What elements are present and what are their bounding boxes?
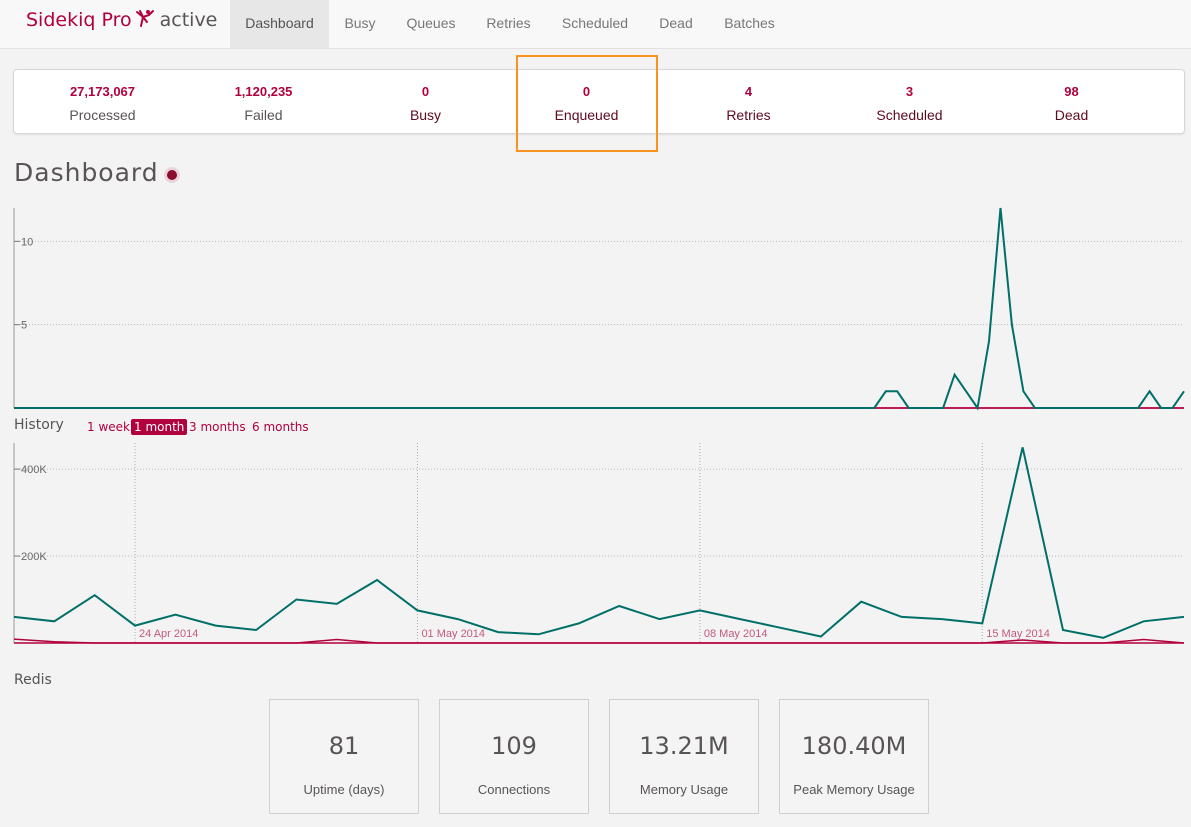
range-6-months[interactable]: 6 months — [252, 420, 309, 434]
history-chart: 400K 200K 24 Apr 2014 01 May 2014 08 May 201… — [13, 443, 1185, 644]
ninja-logo-icon — [135, 10, 154, 27]
stat-count: 3 — [905, 84, 914, 99]
redis-label: Connections — [477, 782, 551, 797]
tab-busy[interactable]: Busy — [344, 15, 376, 31]
navbar: Sidekiq Pro active Dashboard Busy Queues… — [0, 0, 1191, 49]
y-tick-label: 400K — [21, 464, 47, 476]
series-line-processed — [13, 447, 1185, 639]
redis-uptime: 81 Uptime (days) — [269, 699, 419, 814]
y-tick-label: 5 — [21, 320, 27, 332]
tab-dead[interactable]: Dead — [659, 15, 693, 31]
brand-name: Sidekiq Pro — [26, 9, 132, 31]
stat-label: Scheduled — [876, 107, 943, 123]
stat-dead[interactable]: 98 Dead — [991, 70, 1152, 133]
tab-dashboard[interactable]: Dashboard — [230, 0, 329, 48]
page-title: Dashboard — [14, 158, 159, 187]
redis-label: Memory Usage — [639, 782, 729, 797]
live-beacon-icon — [167, 170, 177, 180]
stat-count: 1,120,235 — [234, 84, 293, 99]
redis-label: Peak Memory Usage — [793, 782, 915, 797]
y-tick-label: 200K — [21, 551, 47, 563]
range-3-months[interactable]: 3 months — [189, 420, 246, 434]
stat-count: 98 — [1064, 84, 1079, 99]
series-line-failed — [13, 638, 1185, 644]
stat-label: Dead — [1054, 107, 1089, 123]
series-line-processed — [14, 207, 1185, 411]
redis-value: 109 — [491, 732, 537, 760]
brand-status: active — [159, 9, 218, 31]
y-tick-label: 10 — [21, 236, 33, 248]
redis-heading: Redis — [14, 672, 52, 688]
stat-label: Enqueued — [554, 107, 619, 123]
stat-scheduled[interactable]: 3 Scheduled — [829, 70, 990, 133]
redis-value: 81 — [328, 732, 360, 760]
x-tick-label: 24 Apr 2014 — [139, 628, 198, 640]
stat-failed[interactable]: 1,120,235 Failed — [183, 70, 344, 133]
stat-count: 0 — [582, 84, 591, 99]
x-tick-label: 15 May 2014 — [986, 628, 1050, 640]
stat-label: Failed — [244, 107, 283, 123]
brand-link[interactable]: Sidekiq Pro active — [26, 9, 217, 31]
redis-value: 13.21M — [639, 732, 729, 760]
stat-label: Retries — [726, 107, 771, 123]
tab-scheduled[interactable]: Scheduled — [561, 15, 629, 31]
tab-queues[interactable]: Queues — [406, 15, 456, 31]
redis-value: 180.40M — [801, 732, 907, 760]
tab-retries[interactable]: Retries — [486, 15, 531, 31]
x-tick-label: 08 May 2014 — [704, 628, 768, 640]
stat-count: 4 — [744, 84, 753, 99]
stat-processed[interactable]: 27,173,067 Processed — [22, 70, 183, 133]
redis-memory-usage: 13.21M Memory Usage — [609, 699, 759, 814]
summary-bar: 27,173,067 Processed 1,120,235 Failed 0 … — [13, 69, 1185, 134]
stat-label: Processed — [69, 107, 136, 123]
stat-count: 0 — [421, 84, 430, 99]
x-tick-label: 01 May 2014 — [421, 628, 485, 640]
stat-retries[interactable]: 4 Retries — [668, 70, 829, 133]
range-1-week[interactable]: 1 week — [87, 420, 130, 434]
history-heading: History — [14, 417, 64, 433]
stat-count: 27,173,067 — [69, 84, 136, 99]
redis-label: Uptime (days) — [303, 782, 385, 797]
realtime-chart: 10 5 — [13, 207, 1185, 411]
stat-label: Busy — [409, 107, 442, 123]
redis-connections: 109 Connections — [439, 699, 589, 814]
range-1-month[interactable]: 1 month — [131, 419, 188, 435]
tab-batches[interactable]: Batches — [724, 15, 775, 31]
stat-busy[interactable]: 0 Busy — [345, 70, 506, 133]
redis-peak-memory: 180.40M Peak Memory Usage — [779, 699, 929, 814]
stat-enqueued[interactable]: 0 Enqueued — [506, 70, 667, 133]
